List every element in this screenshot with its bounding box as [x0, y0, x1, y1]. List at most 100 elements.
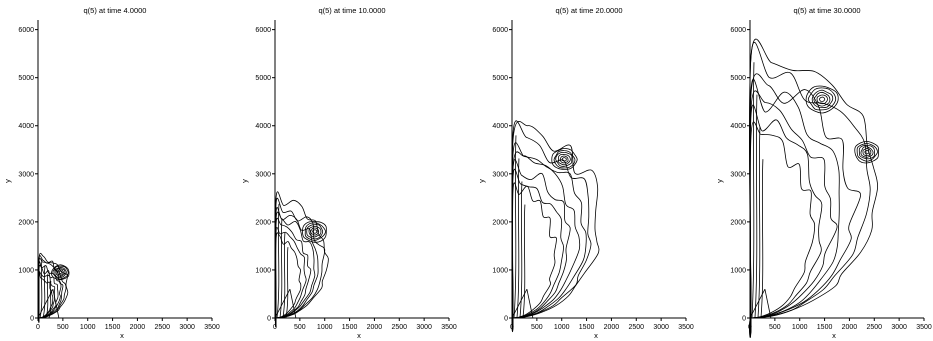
y-tick-label: 6000 — [492, 27, 508, 34]
plume-contour — [511, 121, 600, 332]
x-tick-label: 1500 — [817, 324, 833, 331]
x-tick-label: 2000 — [130, 324, 146, 331]
plume-contour — [275, 211, 316, 326]
y-tick-label: 2000 — [255, 219, 271, 226]
x-tick-label: 2000 — [842, 324, 858, 331]
y-tick-label: 5000 — [18, 75, 34, 82]
vortex-contour — [561, 157, 567, 162]
x-tick-label: 1000 — [80, 324, 96, 331]
y-tick-label: 5000 — [492, 75, 508, 82]
wall-contour — [757, 126, 761, 319]
wall-contour — [39, 258, 43, 319]
wall-contour — [285, 247, 289, 319]
vortex-contour — [807, 87, 837, 111]
chart-title: q(5) at time 30.0000 — [793, 6, 860, 15]
x-tick-label: 1000 — [792, 324, 808, 331]
vortex-contour — [860, 146, 874, 158]
plume-contour — [38, 252, 69, 323]
x-tick-label: 1500 — [105, 324, 121, 331]
vortex-contour — [54, 267, 67, 278]
vortex-contour — [551, 148, 578, 170]
y-tick-label: 3000 — [255, 171, 271, 178]
vortex-contour — [312, 229, 318, 234]
wall-contour — [516, 158, 520, 319]
y-tick-label: 0 — [30, 316, 34, 323]
x-tick-label: 3000 — [179, 324, 195, 331]
y-axis-label: y — [715, 179, 724, 183]
y-axis-label: y — [3, 179, 12, 183]
x-tick-label: 1000 — [554, 324, 570, 331]
y-tick-label: 1000 — [492, 267, 508, 274]
wall-contour — [42, 266, 46, 319]
vortex-contour — [862, 148, 872, 157]
y-tick-label: 4000 — [730, 123, 746, 130]
y-tick-label: 0 — [267, 316, 271, 323]
vortex-contour — [559, 155, 569, 164]
x-tick-label: 500 — [294, 324, 306, 331]
y-tick-label: 3000 — [18, 171, 34, 178]
vortex-contour — [805, 85, 839, 114]
y-axis-label: y — [240, 179, 249, 183]
plume-contour — [38, 257, 64, 323]
y-tick-label: 5000 — [730, 75, 746, 82]
plume-contour — [511, 159, 571, 330]
x-tick-label: 3000 — [891, 324, 907, 331]
y-tick-label: 0 — [504, 316, 508, 323]
vortex-contour — [308, 226, 322, 238]
plume-contour — [749, 73, 862, 336]
x-tick-label: 2500 — [391, 324, 407, 331]
y-tick-label: 6000 — [255, 27, 271, 34]
plume-contour — [749, 90, 838, 334]
plume-contour — [38, 255, 67, 323]
x-tick-label: 1000 — [317, 324, 333, 331]
chart-title: q(5) at time 10.0000 — [318, 6, 385, 15]
vortex-contour — [818, 96, 826, 102]
y-tick-label: 6000 — [730, 27, 746, 34]
plume-contour — [749, 121, 816, 332]
wall-contour — [48, 281, 52, 319]
vortex-contour — [858, 145, 876, 160]
wall-contour — [522, 204, 526, 319]
y-tick-label: 1000 — [255, 267, 271, 274]
wall-contour — [282, 232, 286, 319]
plume-contour — [275, 226, 307, 325]
terrain-slope — [764, 289, 772, 319]
x-axis-label: x — [832, 331, 836, 340]
plume-contour — [512, 182, 557, 328]
x-axis-label: x — [357, 331, 361, 340]
y-tick-label: 3000 — [492, 171, 508, 178]
y-tick-label: 2000 — [492, 219, 508, 226]
x-tick-label: 2500 — [154, 324, 170, 331]
y-axis-label: y — [477, 179, 486, 183]
x-tick-label: 1500 — [579, 324, 595, 331]
wall-contour — [513, 135, 517, 319]
vortex-contour — [864, 149, 870, 155]
y-tick-label: 5000 — [255, 75, 271, 82]
vortex-contour — [856, 142, 878, 162]
plume-contour — [511, 151, 581, 330]
x-tick-label: 0 — [273, 324, 277, 331]
y-tick-label: 4000 — [18, 123, 34, 130]
x-tick-label: 2500 — [866, 324, 882, 331]
vortex-contour — [306, 224, 324, 240]
y-tick-label: 1000 — [18, 267, 34, 274]
wall-contour — [276, 203, 280, 319]
plume-contour — [275, 232, 302, 325]
y-tick-label: 4000 — [492, 123, 508, 130]
vortex-contour — [811, 89, 834, 109]
y-tick-label: 1000 — [730, 267, 746, 274]
wall-contour — [760, 159, 764, 319]
vortex-contour — [304, 222, 326, 241]
wall-contour — [45, 273, 49, 319]
x-tick-label: 3000 — [653, 324, 669, 331]
x-tick-label: 1500 — [342, 324, 358, 331]
chart-title: q(5) at time 4.0000 — [84, 6, 147, 15]
y-tick-label: 0 — [742, 316, 746, 323]
x-tick-label: 3500 — [204, 324, 220, 331]
plume-contour — [511, 120, 592, 332]
plume-contour — [38, 264, 59, 322]
x-tick-label: 3500 — [916, 324, 932, 331]
plume-contour — [511, 142, 587, 331]
vortex-contour — [51, 264, 70, 281]
x-axis-label: x — [120, 331, 124, 340]
